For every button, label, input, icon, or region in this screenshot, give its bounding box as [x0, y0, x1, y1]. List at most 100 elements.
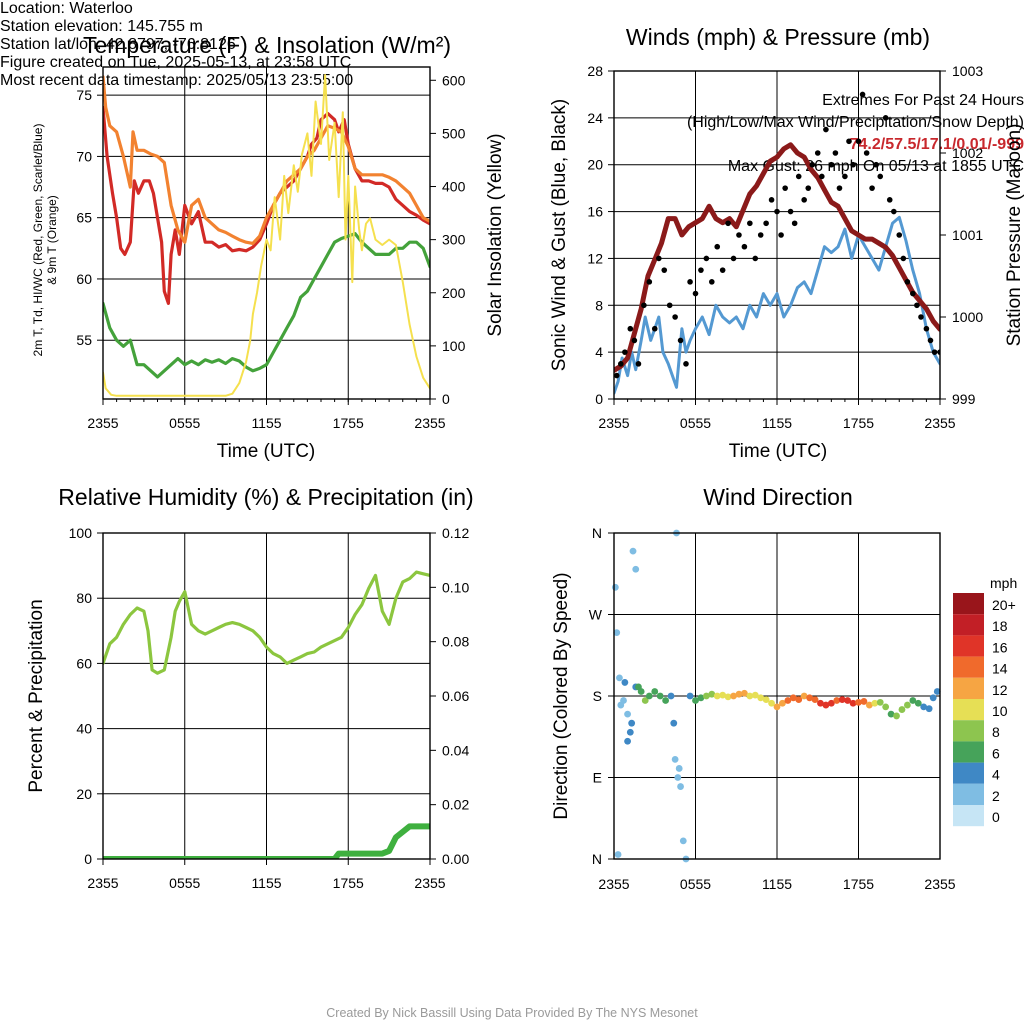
- direction-point: [671, 755, 679, 763]
- colorbar-label: 0: [992, 809, 1000, 825]
- gust-point: [855, 138, 862, 145]
- gust-point: [627, 325, 634, 332]
- x-tick-label: 1755: [333, 875, 364, 891]
- y-tick-label: 8: [595, 297, 603, 313]
- data-layer: [103, 570, 430, 859]
- gust-point: [677, 337, 684, 344]
- gust-point: [656, 255, 662, 262]
- x-tick-label: 2355: [924, 415, 955, 431]
- gust-point: [823, 126, 829, 133]
- direction-point: [656, 692, 664, 700]
- y-tick-label: 75: [76, 87, 92, 103]
- colorbar-swatch: [953, 762, 984, 784]
- colorbar-swatch: [953, 656, 984, 678]
- gust-point: [791, 220, 798, 227]
- x-tick-label: 2355: [598, 876, 629, 892]
- y-right-tick-label: 1000: [952, 309, 983, 325]
- gust-point: [914, 302, 920, 309]
- y-right-tick-label: 0.06: [442, 688, 469, 704]
- y-tick-label: 60: [76, 655, 92, 671]
- winds-ylabel-left: Sonic Wind & Gust (Blue, Black): [549, 99, 570, 371]
- direction-point: [762, 696, 770, 704]
- direction-point: [641, 697, 649, 704]
- y-tick-label: 16: [587, 204, 603, 220]
- x-tick-label: 1155: [762, 415, 792, 431]
- direction-point: [702, 692, 710, 700]
- most-recent-data: Most recent data timestamp: 2025/05/13 2…: [0, 72, 354, 89]
- y-right-tick-label: 100: [442, 338, 466, 354]
- series-line-0: [103, 105, 430, 305]
- winds-ylabel-right: Station Pressure (Maroon): [1004, 124, 1024, 347]
- colorbar-swatch: [953, 635, 984, 657]
- direction-point: [784, 697, 792, 704]
- direction-point: [822, 701, 830, 709]
- y-right-tick-label: 400: [442, 179, 466, 195]
- direction-point: [876, 698, 884, 706]
- gust-point: [931, 349, 938, 355]
- plot-frame: [613, 532, 941, 860]
- gust-point: [900, 255, 907, 262]
- direction-point: [624, 737, 631, 745]
- direction-point: [929, 694, 937, 702]
- colorbar-swatch: [953, 677, 984, 699]
- direction-point: [708, 690, 716, 698]
- plot-frame: [613, 70, 941, 400]
- direction-point: [697, 694, 705, 702]
- colorbar-label: 6: [992, 745, 1000, 761]
- direction-point: [620, 697, 627, 704]
- gust-point: [683, 361, 689, 367]
- direction-point: [674, 774, 682, 781]
- figure-canvas: Temperature (F) & Insolation (W/m²) Wind…: [26, 24, 1024, 892]
- plot-direction: 2355 0555 1155 1755 2355 N E S W N: [589, 525, 956, 892]
- direction-point: [757, 694, 765, 702]
- gust-point: [832, 150, 839, 156]
- direction-point: [882, 703, 890, 711]
- gust-point: [646, 279, 653, 285]
- direction-point: [614, 851, 622, 858]
- direction-point: [629, 547, 637, 555]
- gust-point: [927, 337, 934, 344]
- y-tick-label: 80: [76, 590, 92, 606]
- y-tick-label: E: [593, 770, 602, 786]
- direction-point: [667, 692, 675, 700]
- direction-point: [616, 674, 623, 682]
- gust-point: [614, 372, 620, 379]
- chart-title-winds: Winds (mph) & Pressure (mb): [626, 24, 930, 50]
- y-tick-label: N: [592, 851, 602, 867]
- gust-point: [719, 267, 726, 273]
- direction-point: [719, 691, 727, 699]
- direction-point: [670, 719, 678, 727]
- station-info: Location: Waterloo Station elevation: 14…: [0, 0, 1024, 90]
- gust-point: [814, 150, 821, 156]
- direction-point: [779, 699, 786, 707]
- gust-point: [850, 161, 856, 168]
- direction-point: [817, 699, 824, 707]
- y-tick-label: 20: [587, 157, 603, 173]
- y-tick-label: 4: [595, 344, 603, 360]
- y-right-tick-label: 0.02: [442, 797, 469, 813]
- x-tick-label: 2355: [87, 415, 118, 431]
- gust-point: [709, 279, 715, 285]
- gust-point: [787, 208, 794, 215]
- colorbar-label: 12: [992, 682, 1008, 698]
- x-tick-label: 1755: [843, 876, 874, 892]
- colorbar-label: 4: [992, 767, 1000, 783]
- gust-point: [873, 161, 879, 168]
- direction-point: [724, 693, 732, 701]
- colorbar-swatch: [953, 805, 984, 827]
- gust-point: [752, 255, 759, 262]
- direction-point: [806, 694, 813, 702]
- series-line-1: [103, 75, 430, 245]
- y-tick-label: 65: [76, 210, 92, 226]
- y-right-tick-label: 200: [442, 285, 466, 301]
- gust-point: [805, 185, 812, 191]
- gust-point: [923, 325, 930, 332]
- gust-point: [768, 197, 775, 203]
- direction-point: [651, 688, 659, 695]
- y-tick-label: 100: [69, 525, 93, 541]
- direction-point: [773, 703, 781, 711]
- direction-point: [611, 583, 619, 591]
- y-right-tick-label: 300: [442, 232, 466, 248]
- plot-frame: [102, 532, 431, 860]
- plot-humidity: 2355 0555 1155 1755 2355 0 20 40 60 80 100 0.00 0.02…: [69, 525, 470, 891]
